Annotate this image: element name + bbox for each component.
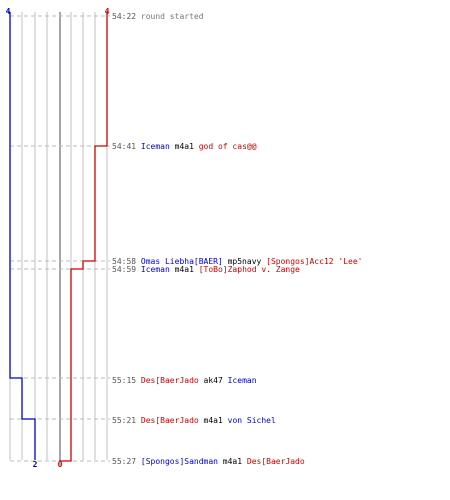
event-time: 54:41 — [112, 142, 141, 151]
player-name: Des[BaerJado — [247, 457, 305, 466]
event-row: 55:15 Des[BaerJado ak47 Iceman — [112, 376, 257, 385]
player-name: Iceman — [141, 142, 175, 151]
player-name: Omas Liebha[BAER] — [141, 257, 228, 266]
weapon-name: mp5navy — [228, 257, 267, 266]
weapon-name: ak47 — [204, 376, 228, 385]
event-row: 54:41 Iceman m4a1 god of cas@@ — [112, 142, 257, 151]
score-labels: 4 4 2 0 — [6, 7, 110, 469]
event-row: 55:21 Des[BaerJado m4a1 von Sichel — [112, 416, 276, 425]
blue-team-score-line — [9, 12, 36, 460]
event-row: 55:27 [Spongos]Sandman m4a1 Des[BaerJado — [112, 457, 305, 466]
blue-top-score: 4 — [6, 7, 11, 16]
player-grid — [9, 12, 108, 460]
event-log: 54:22 round started 54:41 Iceman m4a1 god… — [112, 12, 362, 466]
weapon-name: m4a1 — [204, 416, 228, 425]
red-team-score-line — [59, 12, 108, 462]
player-name: god of cas@@ — [199, 142, 257, 151]
event-message: round started — [141, 12, 204, 21]
player-name: Des[BaerJado — [141, 376, 204, 385]
player-name: [Spongos]Sandman — [141, 457, 223, 466]
player-name: Des[BaerJado — [141, 416, 204, 425]
event-time: 54:58 — [112, 257, 141, 266]
event-row: 54:59 Iceman m4a1 [ToBo]Zaphod v. Zange — [112, 265, 300, 274]
player-name: von Sichel — [228, 416, 276, 425]
event-time: 54:59 — [112, 265, 141, 274]
weapon-name: m4a1 — [175, 142, 199, 151]
event-time: 55:21 — [112, 416, 141, 425]
player-name: Iceman — [141, 265, 175, 274]
red-top-score: 4 — [105, 7, 110, 16]
event-time: 55:27 — [112, 457, 141, 466]
weapon-name: m4a1 — [175, 265, 199, 274]
player-name: Iceman — [228, 376, 257, 385]
red-bottom-score: 0 — [58, 460, 63, 469]
event-time: 54:22 — [112, 12, 141, 21]
team-step-lines — [9, 12, 108, 462]
event-row: 54:22 round started — [112, 12, 204, 21]
player-name: [Spongos]Acc12 'Lee' — [266, 257, 362, 266]
blue-bottom-score: 2 — [33, 460, 38, 469]
weapon-name: m4a1 — [223, 457, 247, 466]
event-row: 54:58 Omas Liebha[BAER] mp5navy [Spongos… — [112, 257, 362, 266]
player-name: [ToBo]Zaphod v. Zange — [199, 265, 300, 274]
event-time: 55:15 — [112, 376, 141, 385]
